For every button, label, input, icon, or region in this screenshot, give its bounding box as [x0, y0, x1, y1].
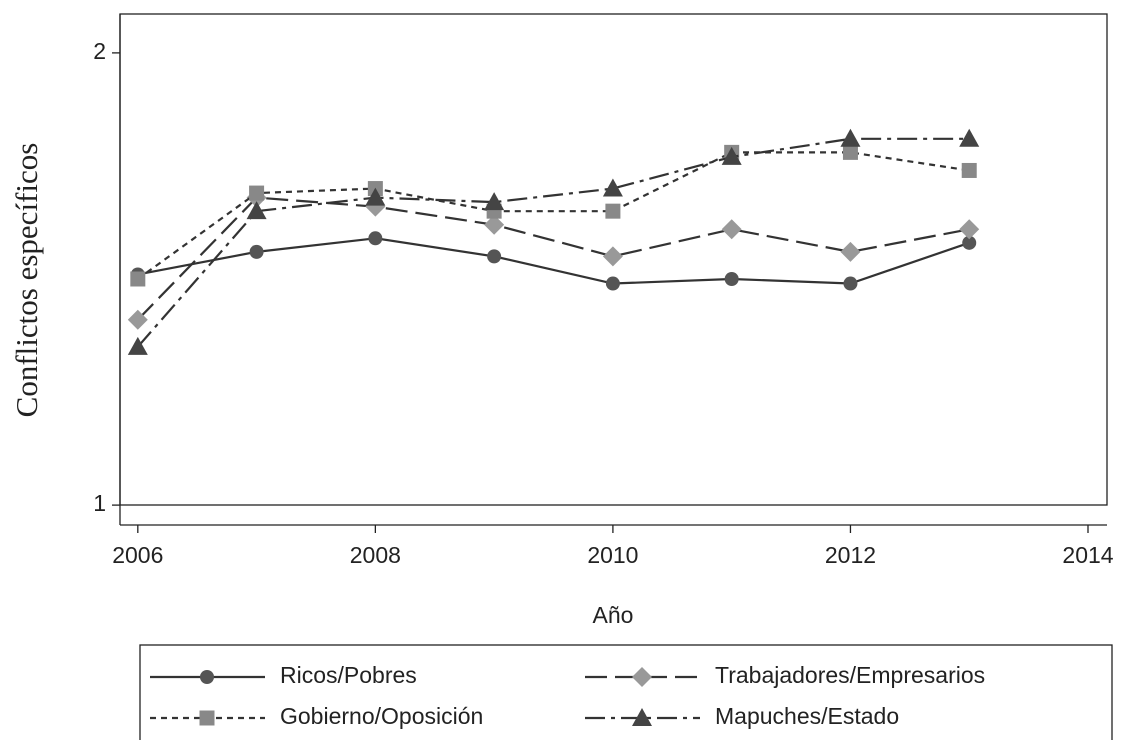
legend-label: Trabajadores/Empresarios [715, 662, 985, 688]
data-point [961, 162, 977, 178]
data-point [365, 187, 386, 206]
legend-marker [199, 710, 215, 726]
y-tick-label: 2 [93, 38, 106, 64]
data-point [842, 144, 858, 160]
data-point [127, 336, 148, 355]
data-point [130, 271, 146, 287]
legend-label: Gobierno/Oposición [280, 703, 483, 729]
x-tick-label: 2010 [587, 542, 638, 568]
data-point [246, 201, 267, 220]
data-point [249, 185, 265, 201]
legend-marker [632, 667, 652, 687]
data-point [721, 146, 742, 165]
data-point [959, 128, 980, 147]
data-point [724, 271, 739, 286]
data-point [484, 214, 505, 235]
data-point [249, 244, 264, 259]
data-point [602, 178, 623, 197]
data-point [721, 219, 742, 240]
data-point [605, 276, 620, 291]
legend-label: Ricos/Pobres [280, 662, 417, 688]
y-tick-label: 1 [93, 490, 106, 516]
legend-marker [200, 670, 214, 684]
legend-label: Mapuches/Estado [715, 703, 899, 729]
data-point [484, 192, 505, 211]
x-tick-label: 2014 [1062, 542, 1113, 568]
data-point [840, 241, 861, 262]
data-point [602, 246, 623, 267]
data-point [368, 231, 383, 246]
data-point [840, 128, 861, 147]
data-point [605, 203, 621, 219]
series-line [137, 237, 970, 285]
data-point [959, 219, 980, 240]
series-line [137, 151, 970, 280]
series-line [137, 196, 970, 321]
x-axis-title: Año [593, 602, 634, 628]
legend-marker [632, 708, 652, 726]
series-line [136, 137, 970, 348]
legend-box [139, 644, 1113, 740]
data-point [843, 276, 858, 291]
y-axis-title: Conflictos específicos [9, 143, 44, 418]
x-tick-label: 2006 [112, 542, 163, 568]
data-point [487, 249, 502, 264]
x-tick-label: 2012 [825, 542, 876, 568]
data-point [127, 309, 148, 330]
x-tick-label: 2008 [350, 542, 401, 568]
data-point [962, 235, 977, 250]
